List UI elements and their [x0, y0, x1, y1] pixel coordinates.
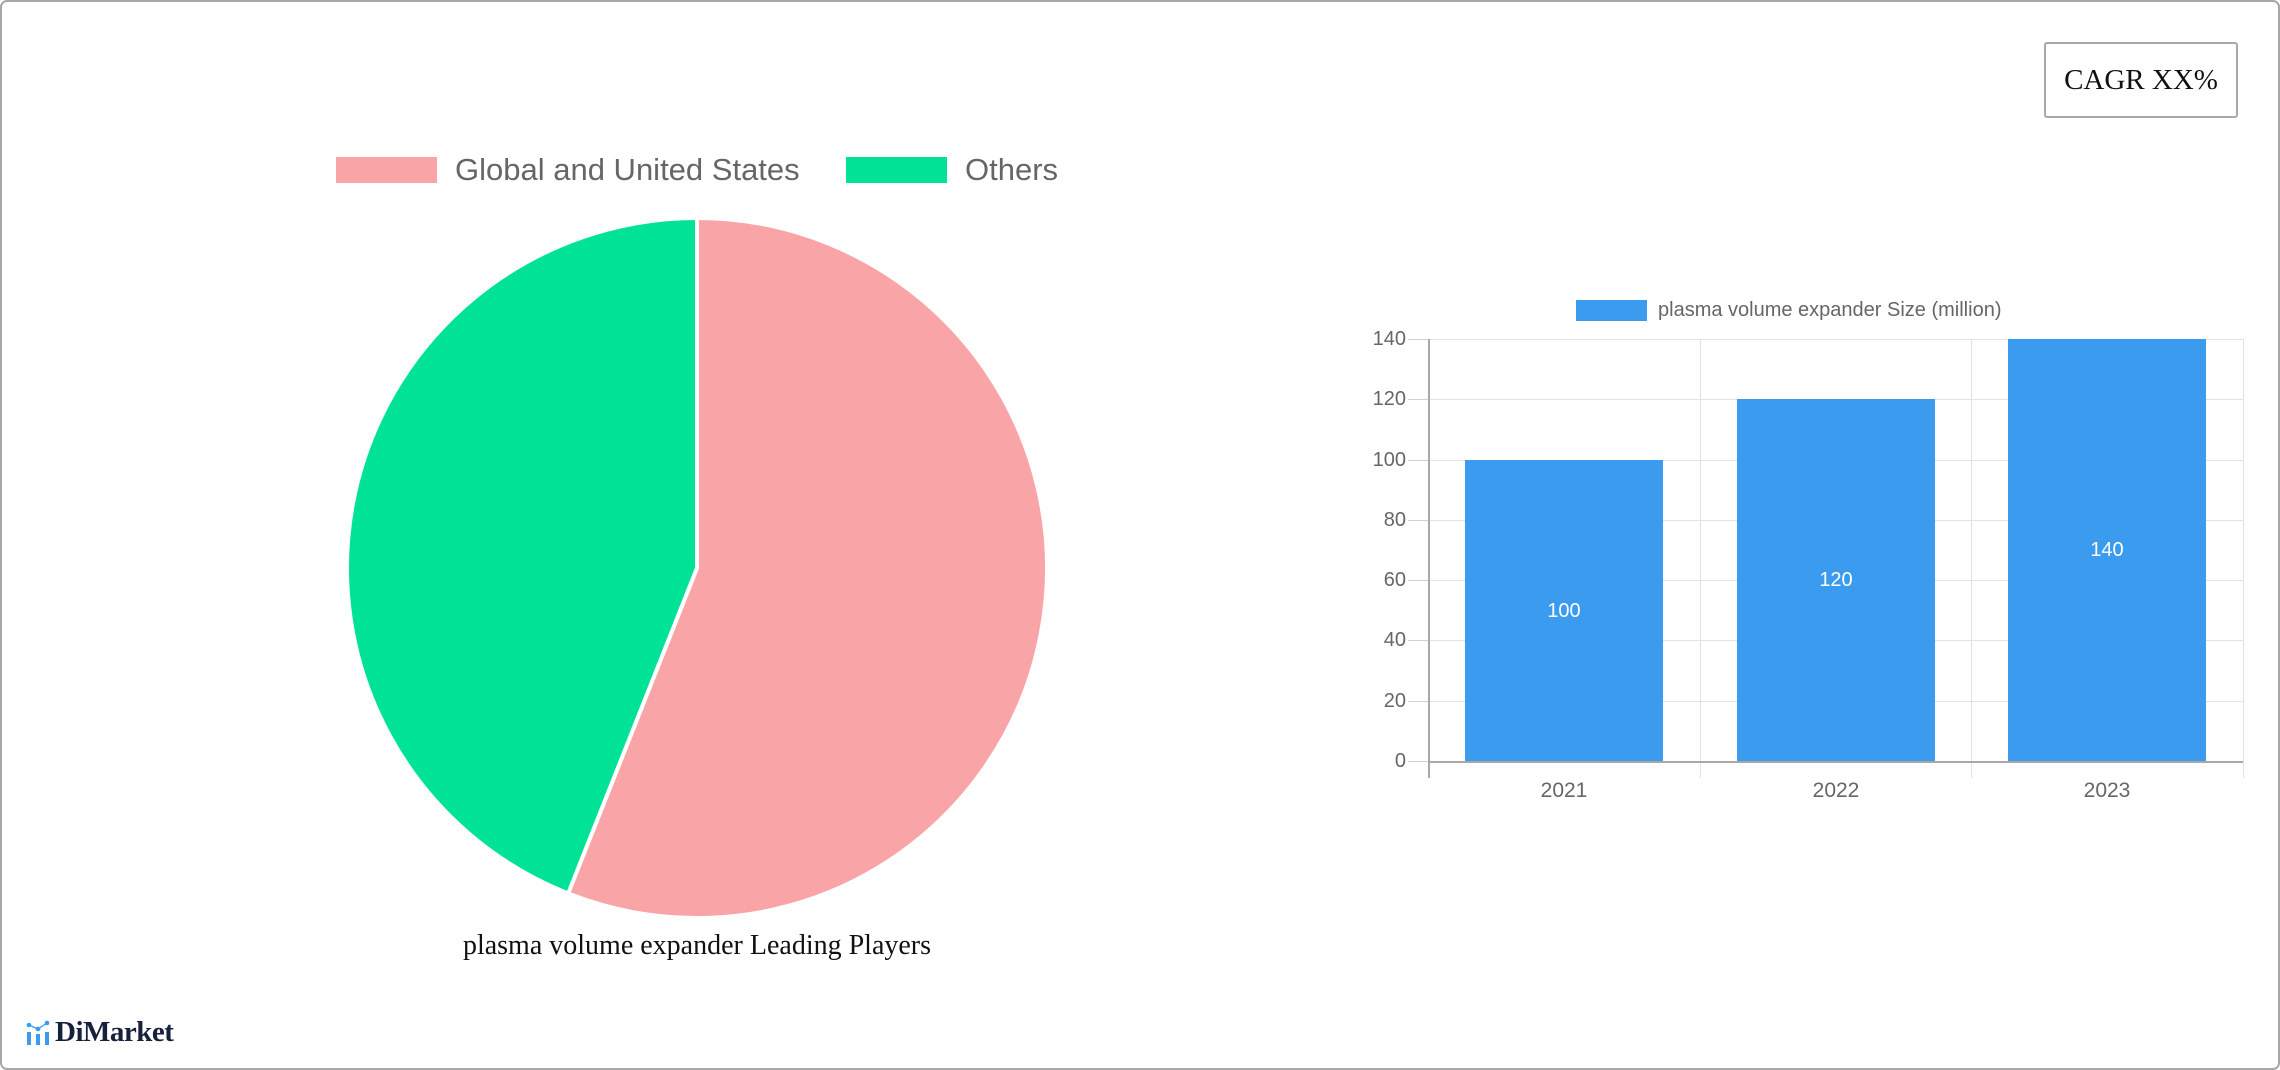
legend-swatch-others[interactable] — [846, 157, 947, 183]
bar-value-label: 140 — [2090, 539, 2124, 561]
pie-caption: plasma volume expander Leading Players — [462, 930, 932, 961]
bar-value-label: 100 — [1547, 599, 1581, 622]
pie-chart — [345, 216, 1049, 920]
bar-chart-logo-icon — [26, 1020, 50, 1045]
pie-slice-others[interactable] — [345, 216, 699, 896]
pie-slices — [345, 216, 1049, 920]
bar-2023[interactable]: 140 — [2008, 339, 2206, 761]
legend-label-global-us[interactable]: Global and United States — [455, 152, 800, 187]
dimarket-logo[interactable]: DiMarket — [26, 1016, 174, 1049]
bar-legend-label[interactable]: plasma volume expander Size (million) — [1658, 299, 2002, 321]
pie-slice-global-and-united-states[interactable] — [566, 216, 1049, 920]
bar-2022[interactable]: 120 — [1737, 399, 1935, 761]
cagr-label: CAGR XX% — [2064, 63, 2218, 96]
bar-value-label: 120 — [1819, 568, 1853, 591]
logo-text: DiMarket — [55, 1016, 174, 1048]
legend-swatch-global-us[interactable] — [336, 157, 437, 183]
legend-label-others[interactable]: Others — [965, 152, 1059, 187]
bar-legend-swatch[interactable] — [1576, 300, 1647, 321]
cagr-badge: CAGR XX% — [2044, 42, 2238, 118]
bar-2021[interactable]: 100 — [1465, 460, 1663, 761]
